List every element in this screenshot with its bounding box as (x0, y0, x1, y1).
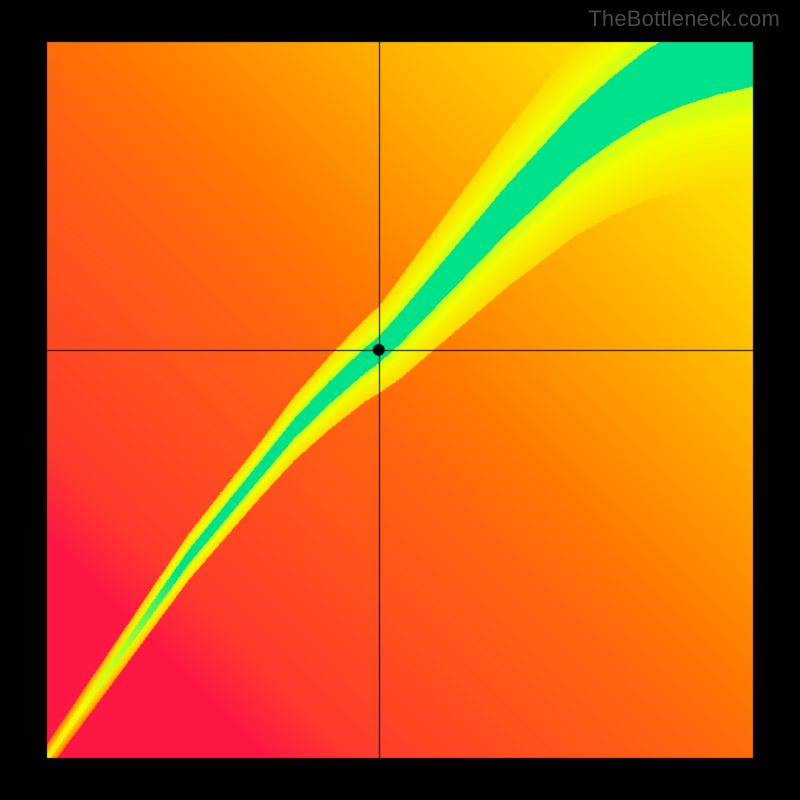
watermark-label: TheBottleneck.com (588, 6, 780, 32)
heatmap-canvas (0, 0, 800, 800)
chart-container: TheBottleneck.com (0, 0, 800, 800)
